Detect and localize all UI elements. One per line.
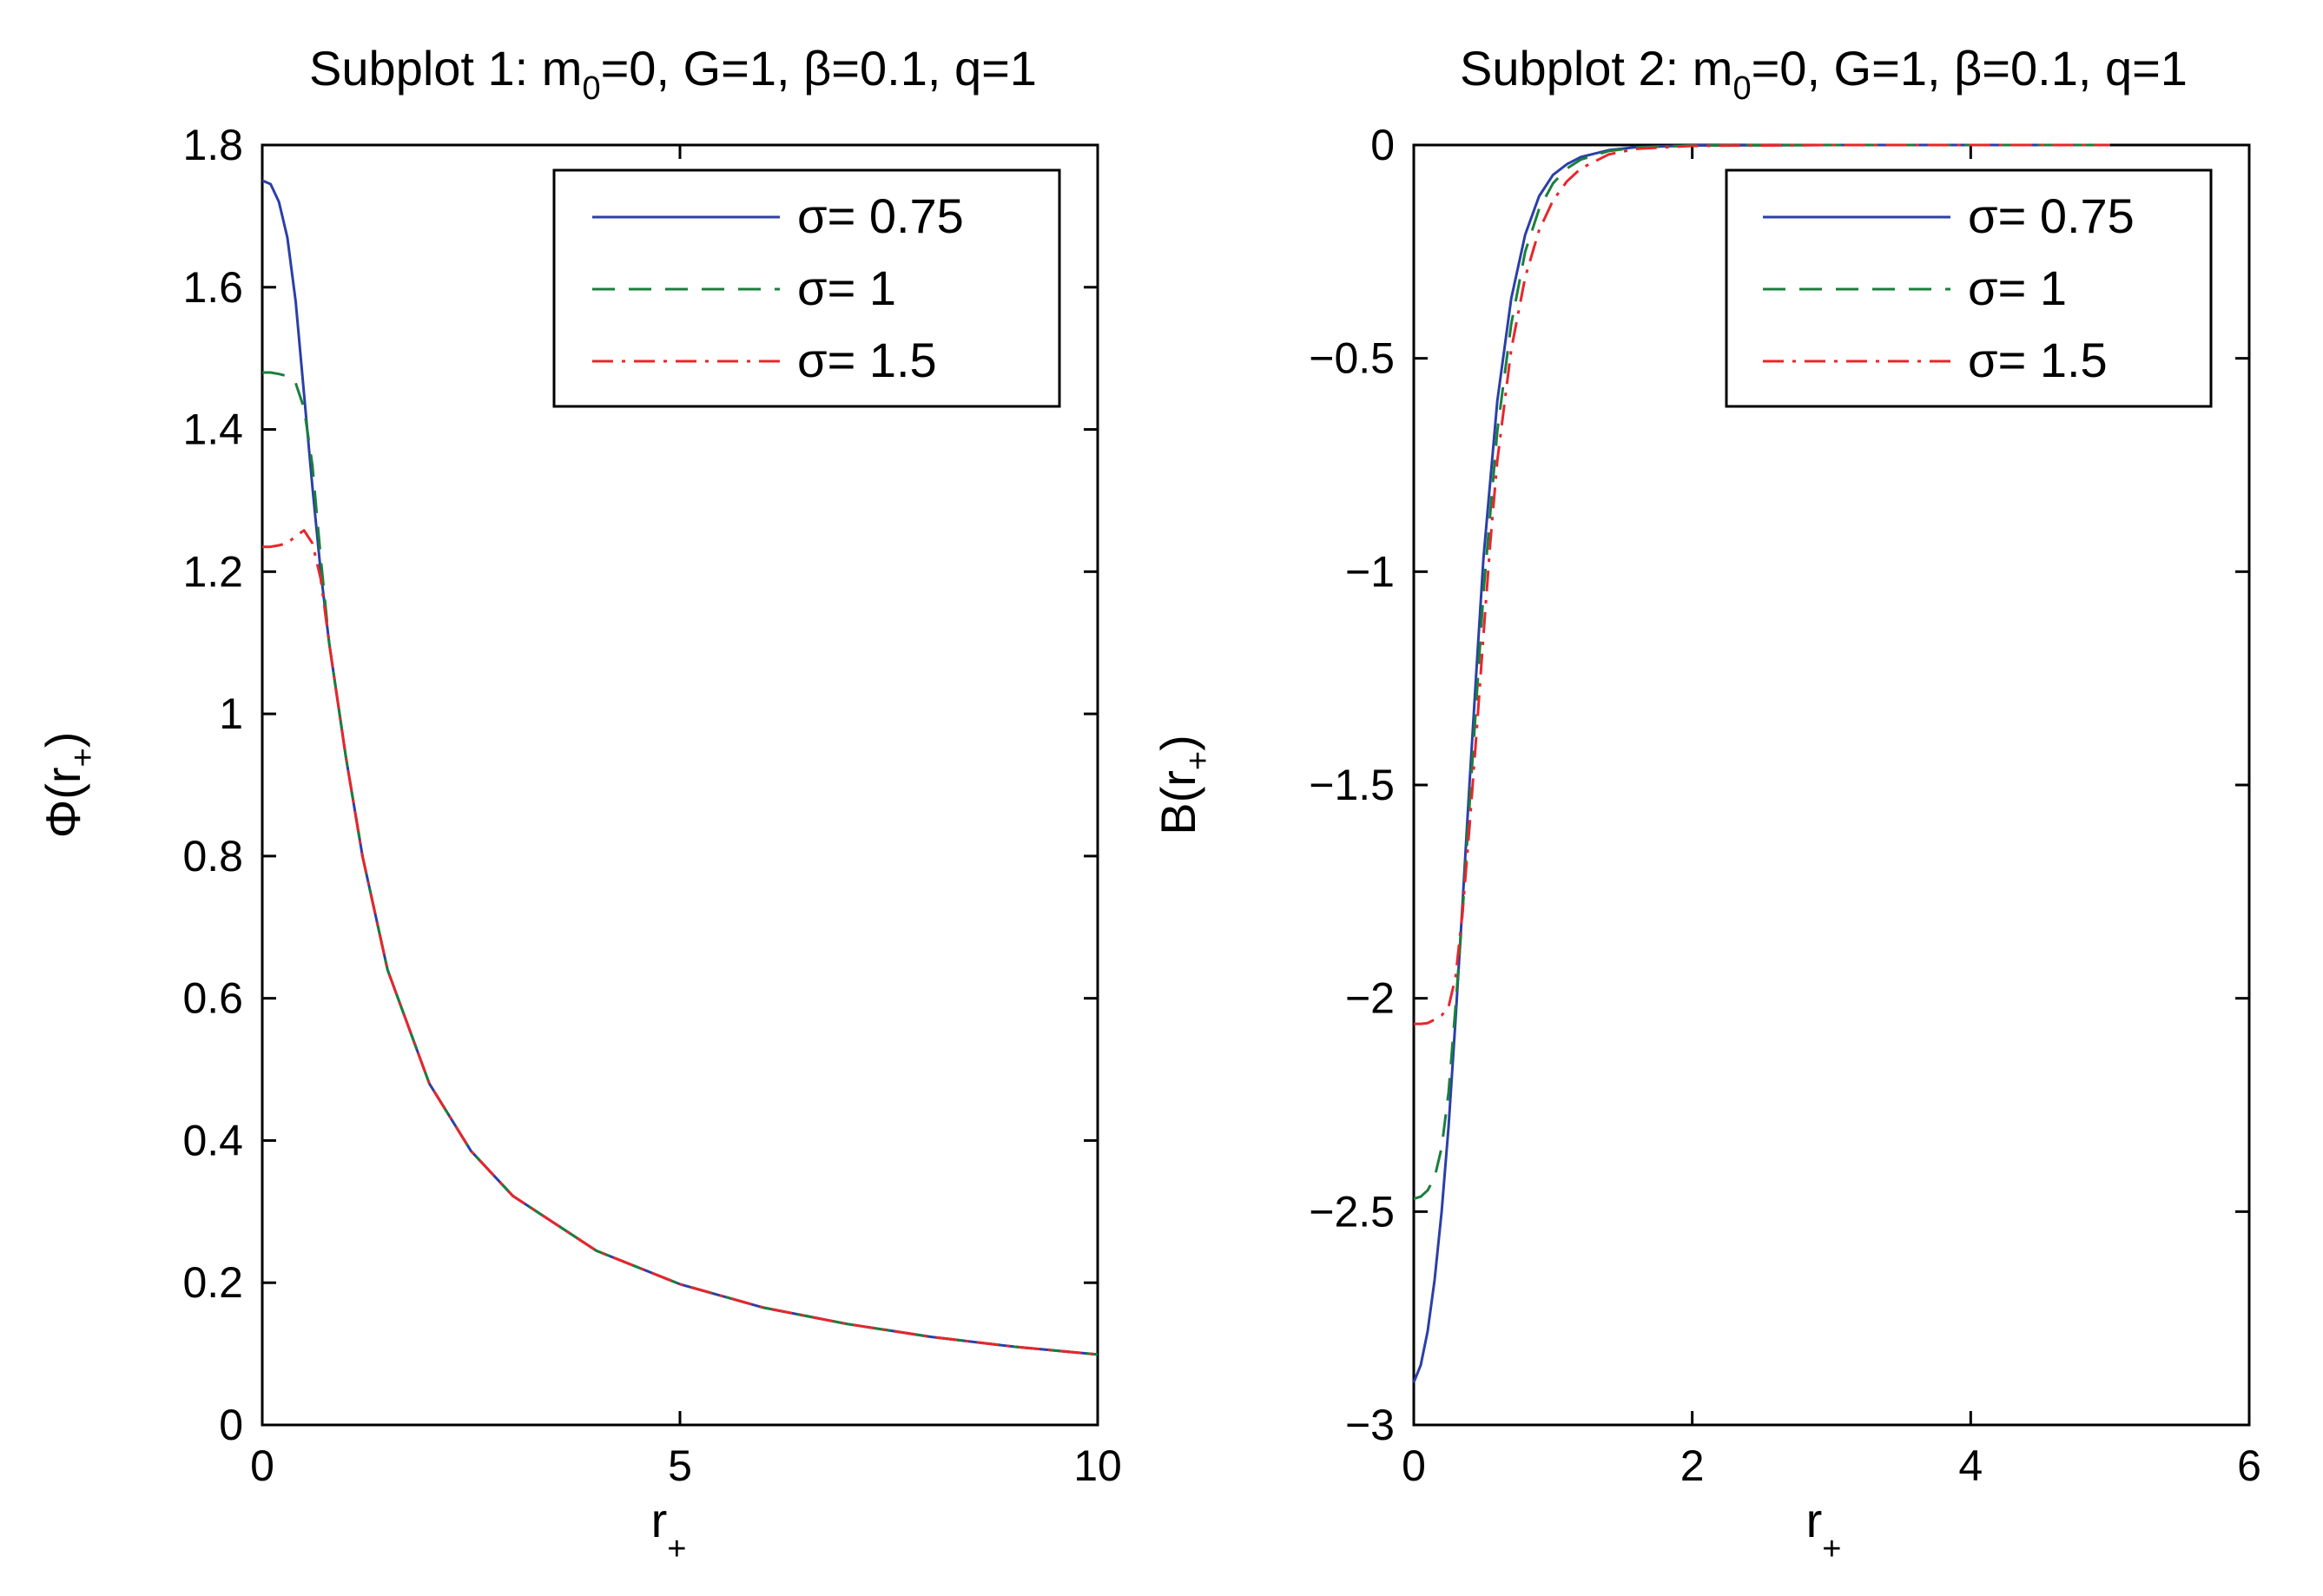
legend-label: σ= 0.75	[797, 188, 964, 243]
legend-label: σ= 1	[797, 261, 896, 315]
subplot-1-legend: σ= 0.75 σ= 1 σ= 1.5	[552, 168, 1061, 408]
y-tick-label: −2.5	[1309, 1187, 1395, 1236]
subplot-1: Subplot 1: m0=0, G=1, β=0.1, q=1 0 5 10 0 0.…	[36, 41, 1122, 1567]
y-tick-label: 0.6	[182, 974, 243, 1023]
legend-label: σ= 1.5	[797, 333, 937, 387]
y-tick-label: 0	[1370, 121, 1395, 169]
y-tick-label: 0.4	[182, 1116, 243, 1164]
subplot-1-series-lines	[261, 179, 1099, 1356]
y-tick-label: 1.2	[182, 547, 243, 596]
y-tick-label: −2	[1345, 974, 1395, 1023]
y-tick-label: −1	[1345, 547, 1395, 596]
series-line	[262, 529, 1099, 1356]
y-tick-label: −3	[1345, 1401, 1395, 1449]
series-line	[1414, 143, 2110, 1026]
y-tick-label: −1.5	[1309, 761, 1395, 809]
subplot-2-series-lines	[1412, 143, 2110, 1383]
y-tick-label: 0	[219, 1401, 243, 1449]
subplot-1-ylabel: Φ(r+)	[36, 732, 102, 839]
subplot-1-xlabel: r+	[651, 1493, 687, 1567]
subplot-2-ylabel: B(r+)	[1151, 735, 1217, 835]
x-tick-label: 5	[668, 1441, 692, 1490]
subplot-2-title: Subplot 2: m0=0, G=1, β=0.1, q=1	[1460, 41, 2188, 107]
legend-label: σ= 1	[1968, 261, 2067, 315]
x-tick-label: 6	[2237, 1441, 2261, 1490]
subplot-2-legend: σ= 0.75 σ= 1 σ= 1.5	[1725, 168, 2213, 408]
y-tick-label: 1.6	[182, 263, 243, 312]
legend-label: σ= 0.75	[1968, 188, 2135, 243]
subplot-2-xlabel: r+	[1806, 1493, 1842, 1567]
subplot-2: Subplot 2: m0=0, G=1, β=0.1, q=1 0 2 4 6 −3 −…	[1151, 41, 2261, 1567]
y-tick-label: 0.2	[182, 1258, 243, 1307]
x-tick-label: 0	[250, 1441, 274, 1490]
y-tick-label: 1	[219, 689, 243, 738]
x-tick-label: 2	[1680, 1441, 1705, 1490]
y-tick-label: 1.4	[182, 406, 243, 454]
x-tick-label: 10	[1073, 1441, 1122, 1490]
subplot-1-ticks: 0 5 10 0 0.2 0.4 0.6 0.8 1 1.2 1.4 1.6 1.8	[182, 121, 1121, 1490]
subplot-1-title: Subplot 1: m0=0, G=1, β=0.1, q=1	[309, 41, 1037, 107]
x-tick-label: 0	[1402, 1441, 1426, 1490]
y-tick-label: 1.8	[182, 121, 243, 169]
subplot-2-ticks: 0 2 4 6 −3 −2.5 −2 −1.5 −1 −0.5 0	[1309, 121, 2261, 1490]
y-tick-label: 0.8	[182, 832, 243, 880]
y-tick-label: −0.5	[1309, 334, 1395, 383]
legend-label: σ= 1.5	[1968, 333, 2108, 387]
x-tick-label: 4	[1958, 1441, 1983, 1490]
